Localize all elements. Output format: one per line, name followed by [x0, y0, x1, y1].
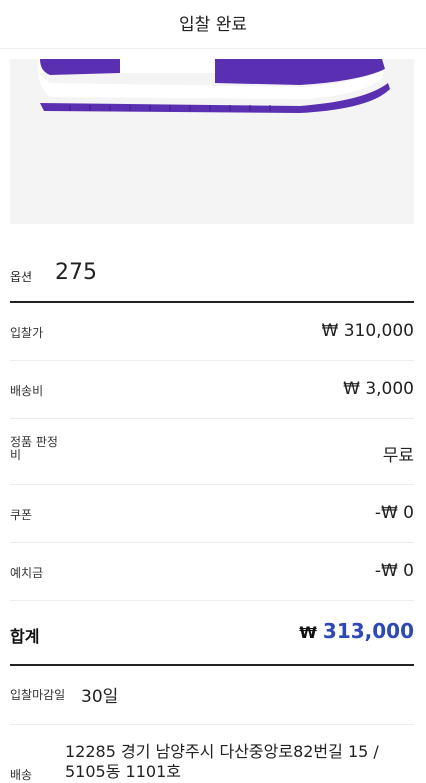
divider [10, 724, 414, 725]
total-row: 합계 ₩313,000 [10, 601, 414, 666]
total-label: 합계 [10, 627, 40, 646]
bid-price-row: 입찰가 ₩ 310,000 [10, 303, 414, 361]
deposit-label: 예치금 [10, 566, 44, 580]
deposit-value: -₩ 0 [374, 561, 414, 581]
shipping-fee-row: 배송비 ₩ 3,000 [10, 361, 414, 419]
coupon-value: -₩ 0 [374, 503, 414, 523]
total-value: ₩313,000 [299, 619, 414, 643]
header: 입찰 완료 [0, 0, 426, 49]
shipping-label: 배송 [10, 768, 33, 782]
option-value: 275 [55, 260, 97, 285]
deposit-row: 예치금 -₩ 0 [10, 543, 414, 601]
total-currency: ₩ [299, 623, 317, 642]
option-label: 옵션 [10, 270, 33, 284]
bid-price-value: ₩ 310,000 [321, 321, 414, 341]
shipping-fee-label: 배송비 [10, 384, 44, 398]
authentication-fee-label: 정품 판정비 [10, 435, 58, 462]
shipping-address: 12285 경기 남양주시 다산중앙로82번길 15 / 5105동 1101호 [65, 742, 379, 781]
sneaker-illustration [38, 59, 390, 113]
coupon-label: 쿠폰 [10, 508, 33, 522]
shipping-fee-value: ₩ 3,000 [343, 379, 414, 399]
authentication-fee-row: 정품 판정비 무료 [10, 419, 414, 485]
total-amount: 313,000 [322, 619, 414, 643]
page-title: 입찰 완료 [179, 14, 247, 35]
deadline-value: 30일 [81, 687, 119, 707]
option-row: 옵션 275 [10, 248, 414, 303]
bid-price-label: 입찰가 [10, 326, 44, 340]
coupon-row: 쿠폰 -₩ 0 [10, 485, 414, 543]
authentication-fee-value: 무료 [382, 446, 414, 466]
deadline-label: 입찰마감일 [10, 688, 66, 702]
product-image [10, 59, 414, 224]
